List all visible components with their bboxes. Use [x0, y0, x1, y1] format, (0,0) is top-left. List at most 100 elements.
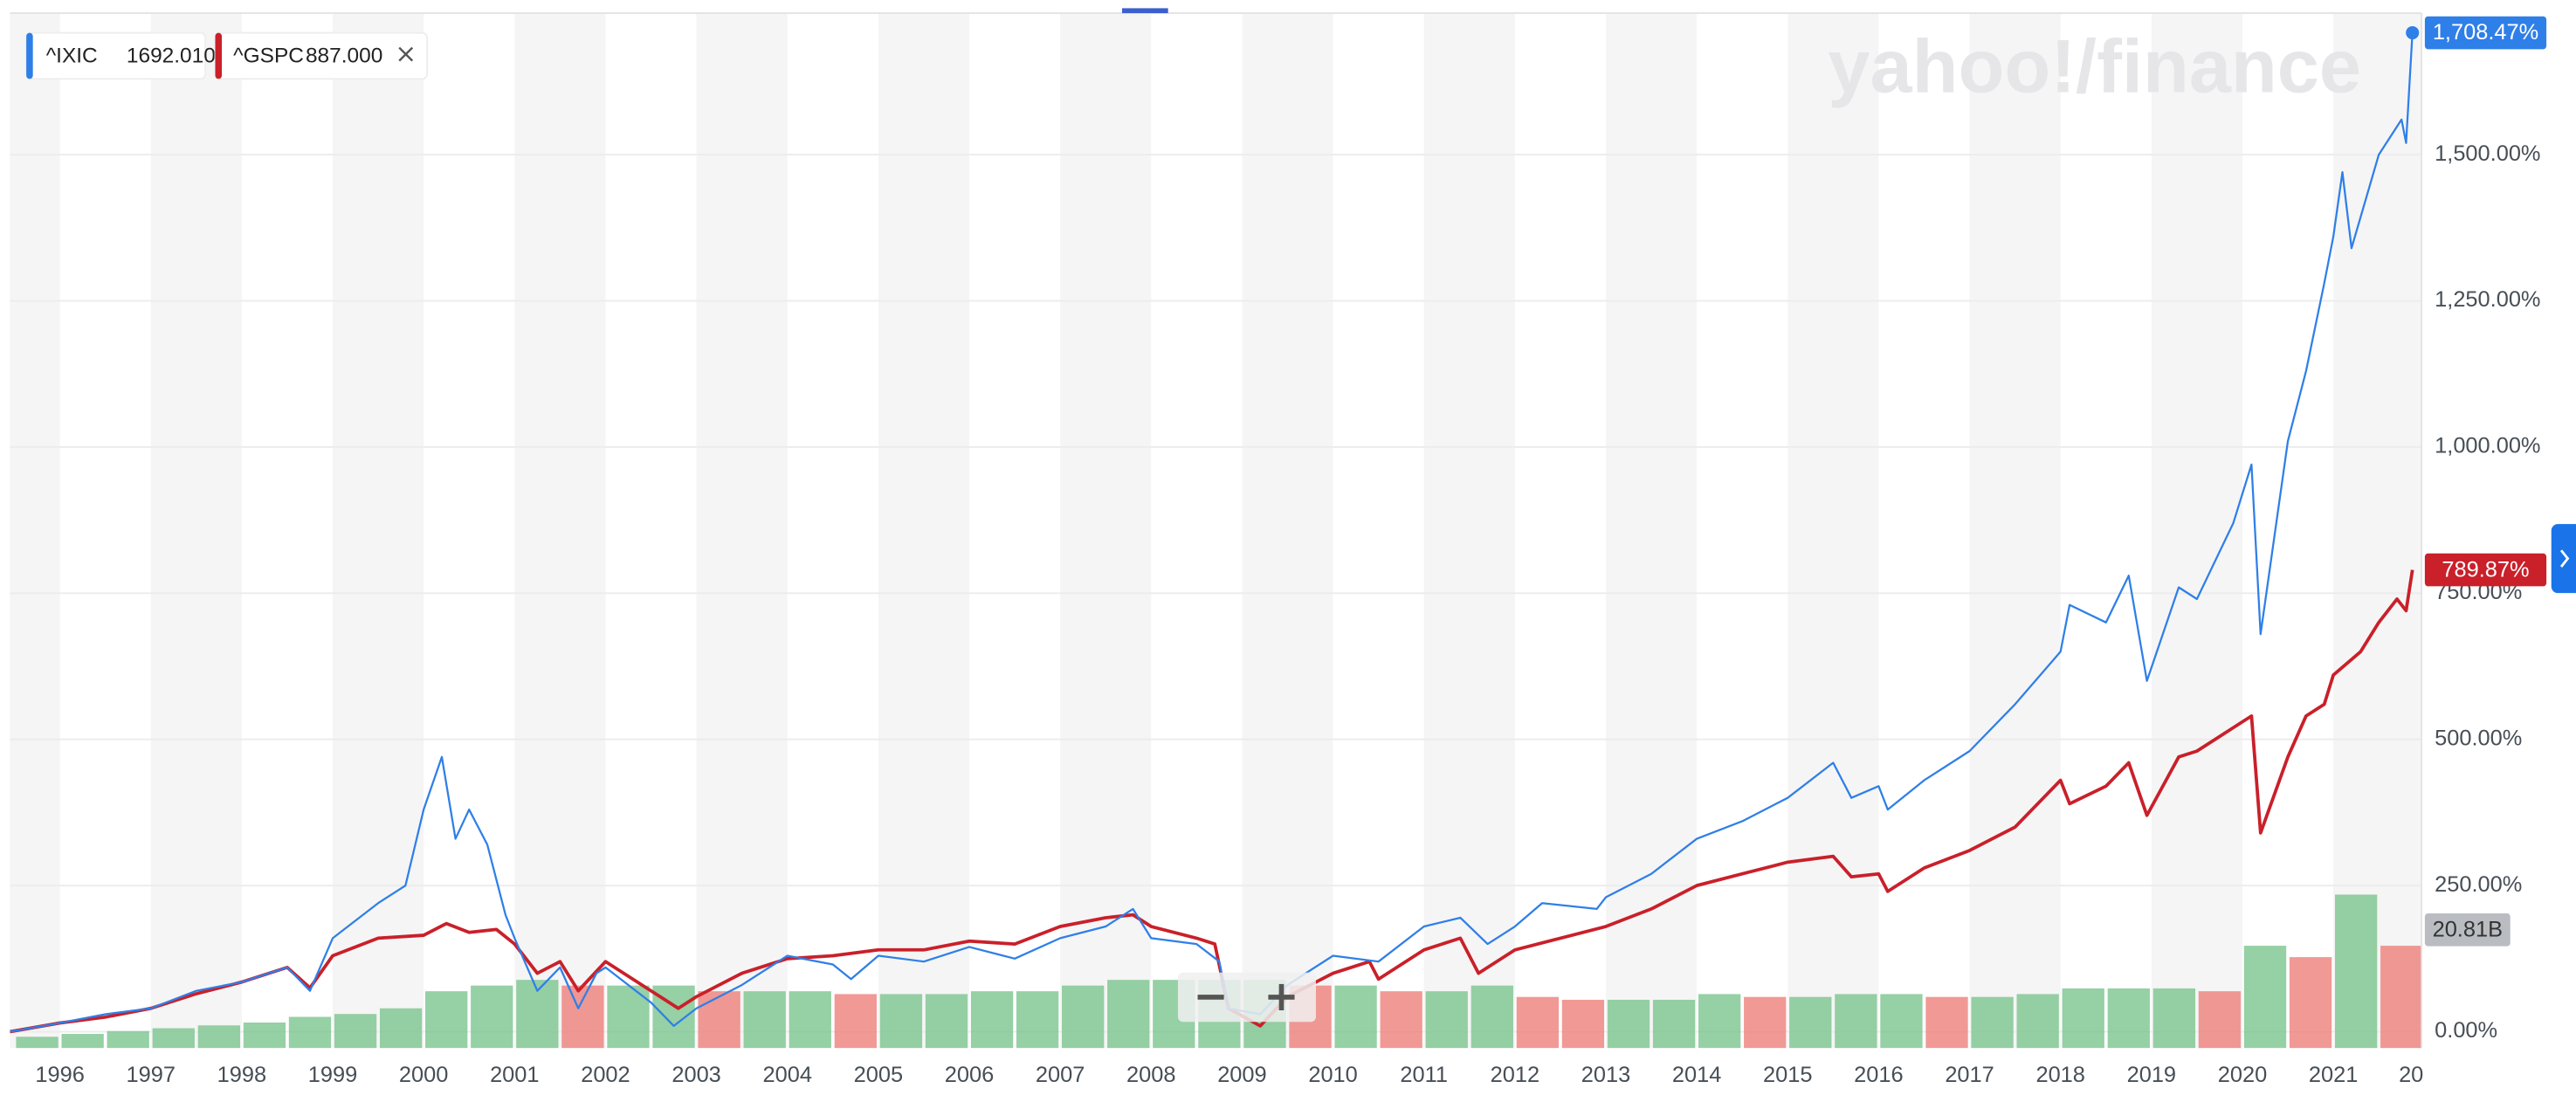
range-indicator — [1121, 8, 1168, 14]
x-tick-label: 2013 — [1581, 1063, 1630, 1087]
year-stripe — [150, 13, 242, 1049]
volume-bar — [1016, 991, 1059, 1049]
x-tick-label: 2018 — [2035, 1063, 2084, 1087]
side-tab[interactable] — [2551, 524, 2576, 594]
volume-bar — [2016, 994, 2059, 1049]
legend-swatch — [26, 32, 33, 79]
volume-bar — [1789, 996, 1832, 1049]
year-stripe — [1605, 13, 1698, 1049]
volume-bar — [1744, 996, 1787, 1049]
y-tick-label: 250.00% — [2435, 872, 2522, 897]
year-stripe — [1969, 13, 2061, 1049]
volume-bar — [1971, 996, 2014, 1049]
y-tick-label: 1,500.00% — [2435, 141, 2540, 166]
x-tick-label: 2020 — [2218, 1063, 2267, 1087]
volume-bar — [1380, 991, 1422, 1049]
volume-bar — [607, 985, 650, 1049]
volume-bar — [2107, 988, 2150, 1049]
volume-bar — [2243, 946, 2287, 1049]
volume-bar — [1698, 994, 1741, 1049]
volume-bar — [743, 991, 786, 1049]
x-tick-label: 1999 — [308, 1063, 357, 1087]
volume-bar — [1334, 985, 1377, 1049]
year-stripe — [2151, 13, 2242, 1049]
volume-bar — [561, 985, 604, 1049]
side-tab-icon — [2559, 549, 2570, 568]
year-stripe — [696, 13, 788, 1049]
x-tick-label: 2007 — [1036, 1063, 1085, 1087]
x-tick-label: 2010 — [1308, 1063, 1357, 1087]
zoom-in[interactable] — [1268, 983, 1295, 1011]
legend: ^IXIC 1692.010 ^GSPC 887.000 — [25, 31, 429, 80]
end-dot — [2406, 25, 2420, 40]
y-tick-label: 500.00% — [2435, 726, 2522, 750]
volume-bar — [1880, 994, 1923, 1049]
volume-bar — [197, 1025, 240, 1049]
volume — [16, 894, 2422, 1049]
legend-name: ^IXIC — [46, 44, 98, 67]
y-tick-label: 1,250.00% — [2435, 287, 2540, 312]
volume-bar — [334, 1014, 377, 1049]
volume-bar — [2334, 894, 2378, 1049]
volume-bar — [1925, 996, 1968, 1049]
year-stripe — [1787, 13, 1879, 1049]
x-tick-label: 2011 — [1400, 1063, 1448, 1087]
x-tick-label: 2017 — [1945, 1063, 1994, 1087]
end-label: 1,708.47% — [2433, 20, 2538, 45]
volume-bar — [1607, 999, 1650, 1049]
y-tick-label: 0.00% — [2435, 1018, 2497, 1043]
x-tick-label: 1996 — [35, 1063, 84, 1087]
x-tick-label: 2021 — [2309, 1063, 2358, 1087]
end-label-bg — [2424, 553, 2547, 587]
volume-bar — [879, 994, 923, 1049]
x-tick-label: 2019 — [2127, 1063, 2176, 1087]
x-tick-label: 2005 — [854, 1063, 903, 1087]
x-tick-label: 2014 — [1672, 1063, 1721, 1087]
volume-bar — [2152, 988, 2196, 1049]
x-tick-label: 2015 — [1763, 1063, 1812, 1087]
volume-bar — [288, 1016, 332, 1049]
volume-bar — [379, 1008, 423, 1049]
year-stripe — [2333, 13, 2422, 1049]
volume-bar — [243, 1022, 286, 1049]
x-tick-label: 1997 — [127, 1063, 176, 1087]
volume-bar — [1516, 996, 1560, 1049]
x-tick-label: 20 — [2399, 1063, 2423, 1087]
volume-bar — [925, 994, 968, 1049]
axis-labels: 1996 1997 1998 1999 2000 2001 2002 2003 2004 2005… — [35, 141, 2540, 1087]
year-stripe — [10, 13, 60, 1049]
volume-bar — [970, 991, 1014, 1049]
y-tick-label: 1,000.00% — [2435, 434, 2540, 458]
x-tick-label: 1998 — [217, 1063, 266, 1087]
year-stripe — [1423, 13, 1515, 1049]
x-tick-label: 2009 — [1217, 1063, 1266, 1087]
legend-swatch — [215, 32, 223, 79]
volume-bar — [698, 991, 740, 1049]
side-tab-bg[interactable] — [2551, 524, 2576, 594]
x-tick-label: 2002 — [581, 1063, 630, 1087]
volume-bar — [1425, 991, 1468, 1049]
series-line — [10, 569, 2414, 1034]
x-tick-label: 2001 — [490, 1063, 539, 1087]
year-stripe — [514, 13, 606, 1049]
year-stripe — [878, 13, 970, 1049]
volume-bar — [834, 994, 877, 1049]
volume-bar — [2380, 946, 2422, 1049]
volume-bar — [152, 1028, 195, 1049]
x-tick-label: 2000 — [399, 1063, 448, 1087]
year-stripe — [333, 13, 424, 1049]
volume-bar — [16, 1037, 59, 1049]
legend-name: ^GSPC — [233, 44, 304, 67]
volume-bar — [1652, 999, 1696, 1049]
year-stripe — [1060, 13, 1152, 1049]
x-tick-label: 2006 — [945, 1063, 994, 1087]
x-tick-label: 2004 — [762, 1063, 811, 1087]
watermark: yahoo!/finance — [1828, 25, 2361, 109]
volume-bar — [2062, 988, 2104, 1049]
volume-bar — [1835, 994, 1877, 1049]
volume-bar — [61, 1034, 104, 1049]
volume-bar — [1107, 980, 1150, 1049]
remove-icon[interactable] — [398, 46, 414, 62]
